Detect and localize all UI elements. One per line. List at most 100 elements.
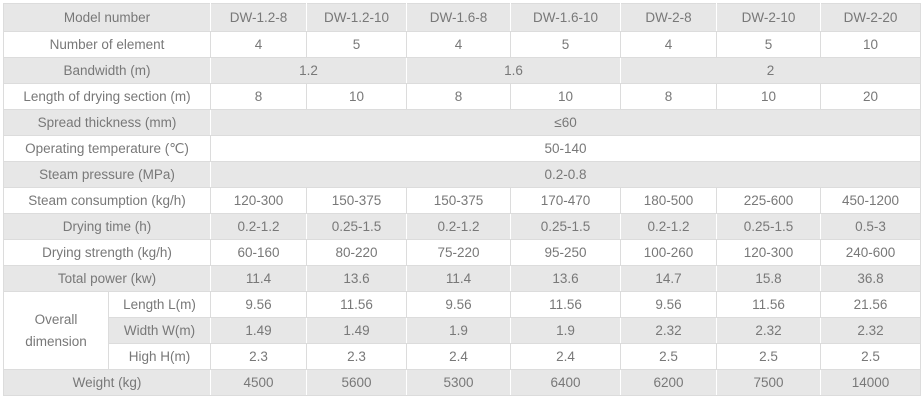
cell: 95-250 bbox=[510, 239, 622, 266]
cell: 150-375 bbox=[306, 187, 408, 214]
cell: 1.9 bbox=[510, 317, 622, 344]
row-label-bandwidth: Bandwidth (m) bbox=[2, 57, 212, 84]
cell: 2.5 bbox=[716, 343, 822, 370]
dryer-spec-table: Model number DW-1.2-8 DW-1.2-10 DW-1.6-8… bbox=[2, 3, 922, 396]
cell: 75-220 bbox=[406, 239, 512, 266]
cell: 0.25-1.5 bbox=[306, 213, 408, 240]
cell: 2.32 bbox=[620, 317, 718, 344]
table-row-bandwidth: Bandwidth (m) 1.2 1.6 2 bbox=[2, 57, 922, 84]
table-row-dimension-height: High H(m) 2.3 2.3 2.4 2.4 2.5 2.5 2.5 bbox=[4, 343, 922, 370]
cell: 2.32 bbox=[716, 317, 822, 344]
cell: 100-260 bbox=[620, 239, 718, 266]
cell: 120-300 bbox=[210, 187, 308, 214]
table-row-drying-time: Drying time (h) 0.2-1.2 0.25-1.5 0.2-1.2… bbox=[2, 213, 922, 240]
table-row-operating-temperature: Operating temperature (℃) 50-140 bbox=[2, 135, 922, 162]
cell: 170-470 bbox=[510, 187, 622, 214]
cell: 0.2-1.2 bbox=[620, 213, 718, 240]
cell: 21.56 bbox=[820, 291, 922, 318]
cell: 11.56 bbox=[306, 291, 408, 318]
table-row-drying-strength: Drying strength (kg/h) 60-160 80-220 75-… bbox=[2, 239, 922, 266]
sub-label-length: Length L(m) bbox=[107, 291, 212, 318]
row-label-number-of-element: Number of element bbox=[2, 31, 212, 58]
cell: 11.4 bbox=[210, 265, 308, 292]
column-header: DW-2-10 bbox=[716, 3, 822, 32]
cell: 36.8 bbox=[820, 265, 922, 292]
cell: 0.5-3 bbox=[820, 213, 922, 240]
cell: 10 bbox=[716, 83, 822, 110]
cell: 4500 bbox=[210, 369, 308, 396]
sub-label-width: Width W(m) bbox=[107, 317, 212, 344]
cell: 5 bbox=[306, 31, 408, 58]
cell: 180-500 bbox=[620, 187, 718, 214]
table-row-dimension-width: Width W(m) 1.49 1.49 1.9 1.9 2.32 2.32 2… bbox=[4, 317, 922, 344]
cell: 13.6 bbox=[306, 265, 408, 292]
cell: 60-160 bbox=[210, 239, 308, 266]
cell: 14.7 bbox=[620, 265, 718, 292]
table-row-steam-pressure: Steam pressure (MPa) 0.2-0.8 bbox=[2, 161, 922, 188]
cell: 6400 bbox=[510, 369, 622, 396]
cell: 11.4 bbox=[406, 265, 512, 292]
cell: 7500 bbox=[716, 369, 822, 396]
cell: 11.56 bbox=[510, 291, 622, 318]
cell: 5 bbox=[510, 31, 622, 58]
cell: 5 bbox=[716, 31, 822, 58]
cell: 1.9 bbox=[406, 317, 512, 344]
cell: 80-220 bbox=[306, 239, 408, 266]
cell: 20 bbox=[820, 83, 922, 110]
cell: 4 bbox=[620, 31, 718, 58]
cell: 13.6 bbox=[510, 265, 622, 292]
row-label-model-number: Model number bbox=[2, 3, 212, 32]
cell: 240-600 bbox=[820, 239, 922, 266]
cell: 10 bbox=[510, 83, 622, 110]
cell-bandwidth-group: 1.2 bbox=[210, 57, 408, 84]
cell: 2.5 bbox=[820, 343, 922, 370]
column-header: DW-1.6-10 bbox=[510, 3, 622, 32]
cell: 2.32 bbox=[820, 317, 922, 344]
cell: 5600 bbox=[306, 369, 408, 396]
row-label-weight: Weight (kg) bbox=[2, 369, 212, 396]
cell: 9.56 bbox=[620, 291, 718, 318]
cell: 150-375 bbox=[406, 187, 512, 214]
cell: 0.25-1.5 bbox=[716, 213, 822, 240]
cell-bandwidth-group: 2 bbox=[620, 57, 922, 84]
cell: 0.25-1.5 bbox=[510, 213, 622, 240]
cell-full-span: ≤60 bbox=[210, 109, 922, 136]
cell: 9.56 bbox=[210, 291, 308, 318]
cell: 2.5 bbox=[620, 343, 718, 370]
cell: 10 bbox=[306, 83, 408, 110]
cell: 120-300 bbox=[716, 239, 822, 266]
cell: 8 bbox=[210, 83, 308, 110]
row-label-steam-consumption: Steam consumption (kg/h) bbox=[2, 187, 212, 214]
row-label-overall-dimension: Overall dimension bbox=[3, 291, 109, 370]
row-label-steam-pressure: Steam pressure (MPa) bbox=[2, 161, 212, 188]
cell-full-span: 0.2-0.8 bbox=[210, 161, 922, 188]
table-row-drying-length: Length of drying section (m) 8 10 8 10 8… bbox=[2, 83, 922, 110]
column-header: DW-2-20 bbox=[820, 3, 922, 32]
cell-full-span: 50-140 bbox=[210, 135, 922, 162]
cell: 4 bbox=[210, 31, 308, 58]
cell: 14000 bbox=[820, 369, 922, 396]
cell: 225-600 bbox=[716, 187, 822, 214]
column-header: DW-1.2-10 bbox=[306, 3, 408, 32]
cell: 15.8 bbox=[716, 265, 822, 292]
cell: 2.4 bbox=[510, 343, 622, 370]
cell: 0.2-1.2 bbox=[210, 213, 308, 240]
table-row-spread-thickness: Spread thickness (mm) ≤60 bbox=[2, 109, 922, 136]
cell: 1.49 bbox=[306, 317, 408, 344]
cell: 9.56 bbox=[406, 291, 512, 318]
table-row-weight: Weight (kg) 4500 5600 5300 6400 6200 750… bbox=[2, 369, 922, 396]
sub-label-height: High H(m) bbox=[107, 343, 212, 370]
table-row-steam-consumption: Steam consumption (kg/h) 120-300 150-375… bbox=[2, 187, 922, 214]
cell: 8 bbox=[406, 83, 512, 110]
table-row-total-power: Total power (kw) 11.4 13.6 11.4 13.6 14.… bbox=[2, 265, 922, 292]
cell: 8 bbox=[620, 83, 718, 110]
cell: 0.2-1.2 bbox=[406, 213, 512, 240]
row-label-drying-section-length: Length of drying section (m) bbox=[2, 83, 212, 110]
table-row-model: Model number DW-1.2-8 DW-1.2-10 DW-1.6-8… bbox=[2, 3, 922, 32]
row-label-spread-thickness: Spread thickness (mm) bbox=[2, 109, 212, 136]
cell: 6200 bbox=[620, 369, 718, 396]
column-header: DW-1.6-8 bbox=[406, 3, 512, 32]
table-row-dimension-length: Overall dimension Length L(m) 9.56 11.56… bbox=[3, 291, 922, 370]
cell: 5300 bbox=[406, 369, 512, 396]
